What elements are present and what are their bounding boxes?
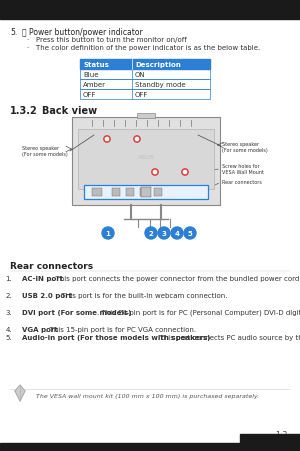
Bar [80,70,210,80]
Text: AC-IN port: AC-IN port [22,276,63,281]
Text: ON: ON [135,72,146,78]
Bar [112,189,120,197]
Bar [126,189,134,197]
Bar [140,189,148,197]
Text: . This port connects PC audio source by the bundled audio cable.: . This port connects PC audio source by … [155,335,300,341]
Text: 5.: 5. [5,335,12,341]
Bar [240,434,300,451]
Circle shape [152,170,158,176]
Text: Screw holes for
VESA Wall Mount: Screw holes for VESA Wall Mount [222,164,264,175]
Text: OFF: OFF [135,92,148,98]
Text: 1: 1 [106,230,110,236]
Text: Stereo speaker
(For some models): Stereo speaker (For some models) [222,142,268,152]
Text: . This 15-pin port is for PC VGA connection.: . This 15-pin port is for PC VGA connect… [45,326,196,332]
Bar [72,118,220,206]
Circle shape [153,171,157,174]
Circle shape [184,227,196,239]
Bar [84,186,208,199]
Text: 4: 4 [175,230,179,236]
Circle shape [105,138,109,141]
Text: 2.: 2. [5,292,12,299]
Text: . This 24-pin port is for PC (Personal Computer) DVI-D digital signal connection: . This 24-pin port is for PC (Personal C… [98,309,300,316]
Text: ASUS: ASUS [138,155,154,160]
Text: ⓘ Power button/power indicator: ⓘ Power button/power indicator [22,28,143,37]
Circle shape [158,227,170,239]
Text: The VESA wall mount kit (100 mm x 100 mm) is purchased separately.: The VESA wall mount kit (100 mm x 100 mm… [36,393,259,398]
Text: 5: 5 [188,230,192,236]
Text: 3: 3 [162,230,167,236]
Circle shape [104,137,110,143]
Bar [137,114,155,119]
Text: 2: 2 [148,230,153,236]
Bar [141,188,151,198]
Bar [154,189,162,197]
Text: Stereo speaker
(For some models): Stereo speaker (For some models) [22,146,68,156]
Text: 3.: 3. [5,309,12,315]
Text: 4.: 4. [5,326,12,332]
Text: USB 2.0 port: USB 2.0 port [22,292,72,299]
Circle shape [134,137,140,143]
Circle shape [145,227,157,239]
Text: Rear connectors: Rear connectors [10,262,93,271]
Text: . This port connects the power connector from the bundled power cord.: . This port connects the power connector… [51,276,300,281]
Bar [80,90,210,100]
Text: OFF: OFF [83,92,96,98]
Bar [78,130,214,189]
Text: 1-3: 1-3 [276,430,288,439]
Bar [80,80,210,90]
Bar [92,189,102,197]
Text: ·   The color definition of the power indicator is as the below table.: · The color definition of the power indi… [27,45,260,51]
Text: DVI port (For some models): DVI port (For some models) [22,309,131,315]
Circle shape [171,227,183,239]
Text: Amber: Amber [83,82,106,88]
Bar [80,60,210,70]
Text: Back view: Back view [42,106,97,116]
Text: VGA port: VGA port [22,326,58,332]
Circle shape [135,138,139,141]
Text: Rear connectors: Rear connectors [222,179,262,184]
Bar [80,70,210,80]
Circle shape [183,171,187,174]
Text: ·   Press this button to turn the monitor on/off: · Press this button to turn the monitor … [27,37,187,43]
Bar [0,443,300,451]
Text: Blue: Blue [83,72,98,78]
Text: 5.: 5. [10,28,17,37]
Text: Description: Description [135,62,181,68]
Text: 1.: 1. [5,276,12,281]
Bar [80,90,210,100]
Text: Status: Status [83,62,109,68]
Bar [80,60,210,70]
Circle shape [182,170,188,176]
Bar [0,0,300,20]
Circle shape [102,227,114,239]
Polygon shape [15,385,25,401]
Bar [80,80,210,90]
Text: Audio-in port (For those models with speakers): Audio-in port (For those models with spe… [22,335,210,341]
Text: 1.3.2: 1.3.2 [10,106,38,116]
Text: . This port is for the built-in webcam connection.: . This port is for the built-in webcam c… [57,292,227,299]
Text: Standby mode: Standby mode [135,82,186,88]
